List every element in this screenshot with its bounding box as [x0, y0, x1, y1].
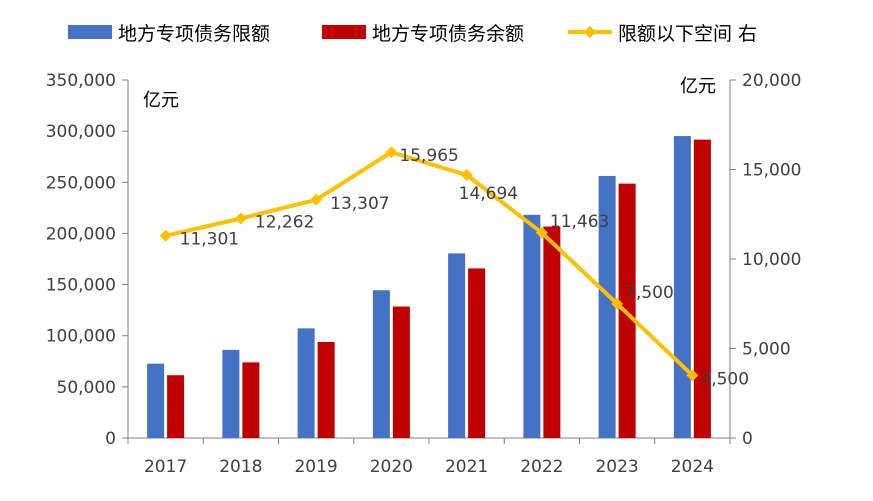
- x-tick-label: 2020: [370, 457, 413, 477]
- line-point: [310, 193, 323, 206]
- bar-balance: [167, 375, 185, 438]
- bar-limit: [222, 349, 240, 438]
- line-data-label: 7,500: [625, 283, 674, 303]
- legend-label: 地方专项债务限额: [118, 23, 270, 45]
- legend-label: 地方专项债务余额: [372, 23, 524, 45]
- y-right-tick-label: 10,000: [742, 250, 801, 270]
- y-right-unit-label: 亿元: [680, 76, 716, 97]
- bar-limit: [598, 175, 616, 438]
- bar-limit: [448, 253, 466, 438]
- line-point: [234, 212, 247, 225]
- bar-balance: [317, 341, 335, 438]
- x-tick-label: 2017: [144, 457, 187, 477]
- bar-balance: [543, 226, 561, 438]
- line-data-label: 13,307: [330, 194, 389, 214]
- legend-swatch: [322, 25, 366, 39]
- line-series: [159, 146, 699, 382]
- bar-limit: [147, 363, 165, 438]
- line-data-label: 14,694: [459, 184, 518, 204]
- line-point: [159, 229, 172, 242]
- line-data-label: 11,463: [550, 212, 609, 232]
- line-point: [460, 168, 473, 181]
- bar-limit: [673, 136, 691, 438]
- y-left-tick-label: 200,000: [46, 224, 116, 244]
- y-left-tick-label: 100,000: [46, 327, 116, 347]
- line-data-label: 12,262: [255, 213, 314, 233]
- bar-balance: [392, 306, 410, 438]
- x-tick-label: 2022: [520, 457, 563, 477]
- y-left-unit-label: 亿元: [143, 90, 179, 111]
- bar-limit: [523, 214, 541, 438]
- bar-balance: [242, 362, 260, 438]
- line-point: [611, 297, 624, 310]
- line-data-label: 11,301: [180, 230, 239, 250]
- legend-swatch: [68, 25, 112, 39]
- line-path: [165, 150, 694, 377]
- legend-swatch-marker: [584, 26, 596, 38]
- legend: 地方专项债务限额 地方专项债务余额 限额以下空间 右: [68, 23, 757, 45]
- bar-balance: [468, 268, 486, 438]
- y-left-tick-label: 250,000: [46, 173, 116, 193]
- bar-limit: [372, 290, 390, 438]
- x-tick-label: 2024: [671, 457, 714, 477]
- x-tick-label: 2018: [219, 457, 262, 477]
- y-right-tick-label: 15,000: [742, 161, 801, 181]
- line-data-label: 15,965: [399, 146, 458, 166]
- x-tick-label: 2021: [445, 457, 488, 477]
- line-point: [385, 146, 398, 159]
- x-tick-label: 2023: [595, 457, 638, 477]
- y-right-tick-label: 5,000: [742, 340, 791, 360]
- axes: 0 50,000 100,000 150,000 200,000 250,000 300,0…: [46, 71, 802, 477]
- legend-label: 限额以下空间 右: [618, 23, 757, 45]
- y-left-tick-label: 300,000: [46, 122, 116, 142]
- line-data-label: 3,500: [700, 369, 749, 389]
- bar-limit: [297, 328, 315, 438]
- y-right-tick-label: 20,000: [742, 71, 801, 91]
- x-tick-label: 2019: [294, 457, 337, 477]
- bar-balance: [693, 139, 711, 438]
- y-left-tick-label: 0: [105, 429, 116, 449]
- y-left-tick-label: 350,000: [46, 71, 116, 91]
- line-point: [535, 226, 548, 239]
- y-left-tick-label: 150,000: [46, 276, 116, 296]
- line-point: [686, 369, 699, 382]
- y-left-tick-label: 50,000: [57, 378, 116, 398]
- y-right-tick-label: 0: [742, 429, 753, 449]
